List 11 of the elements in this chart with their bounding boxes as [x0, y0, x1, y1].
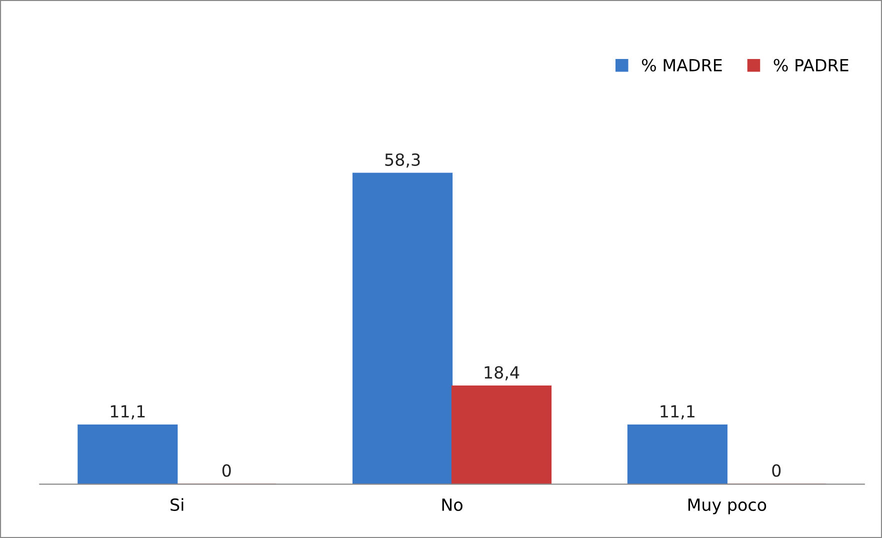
- x-tick-label: Si: [170, 498, 184, 511]
- data-label: 0: [772, 464, 781, 477]
- data-label: 18,4: [484, 366, 520, 380]
- data-label: 58,3: [385, 153, 420, 168]
- data-label: 0: [222, 464, 231, 477]
- legend-label: % PADRE: [774, 58, 848, 72]
- data-label: 11,1: [660, 405, 694, 420]
- data-label: 11,1: [110, 405, 145, 420]
- x-tick-label: No: [442, 498, 462, 511]
- legend-label: % MADRE: [642, 58, 722, 72]
- x-tick-label: Muy poco: [688, 498, 766, 514]
